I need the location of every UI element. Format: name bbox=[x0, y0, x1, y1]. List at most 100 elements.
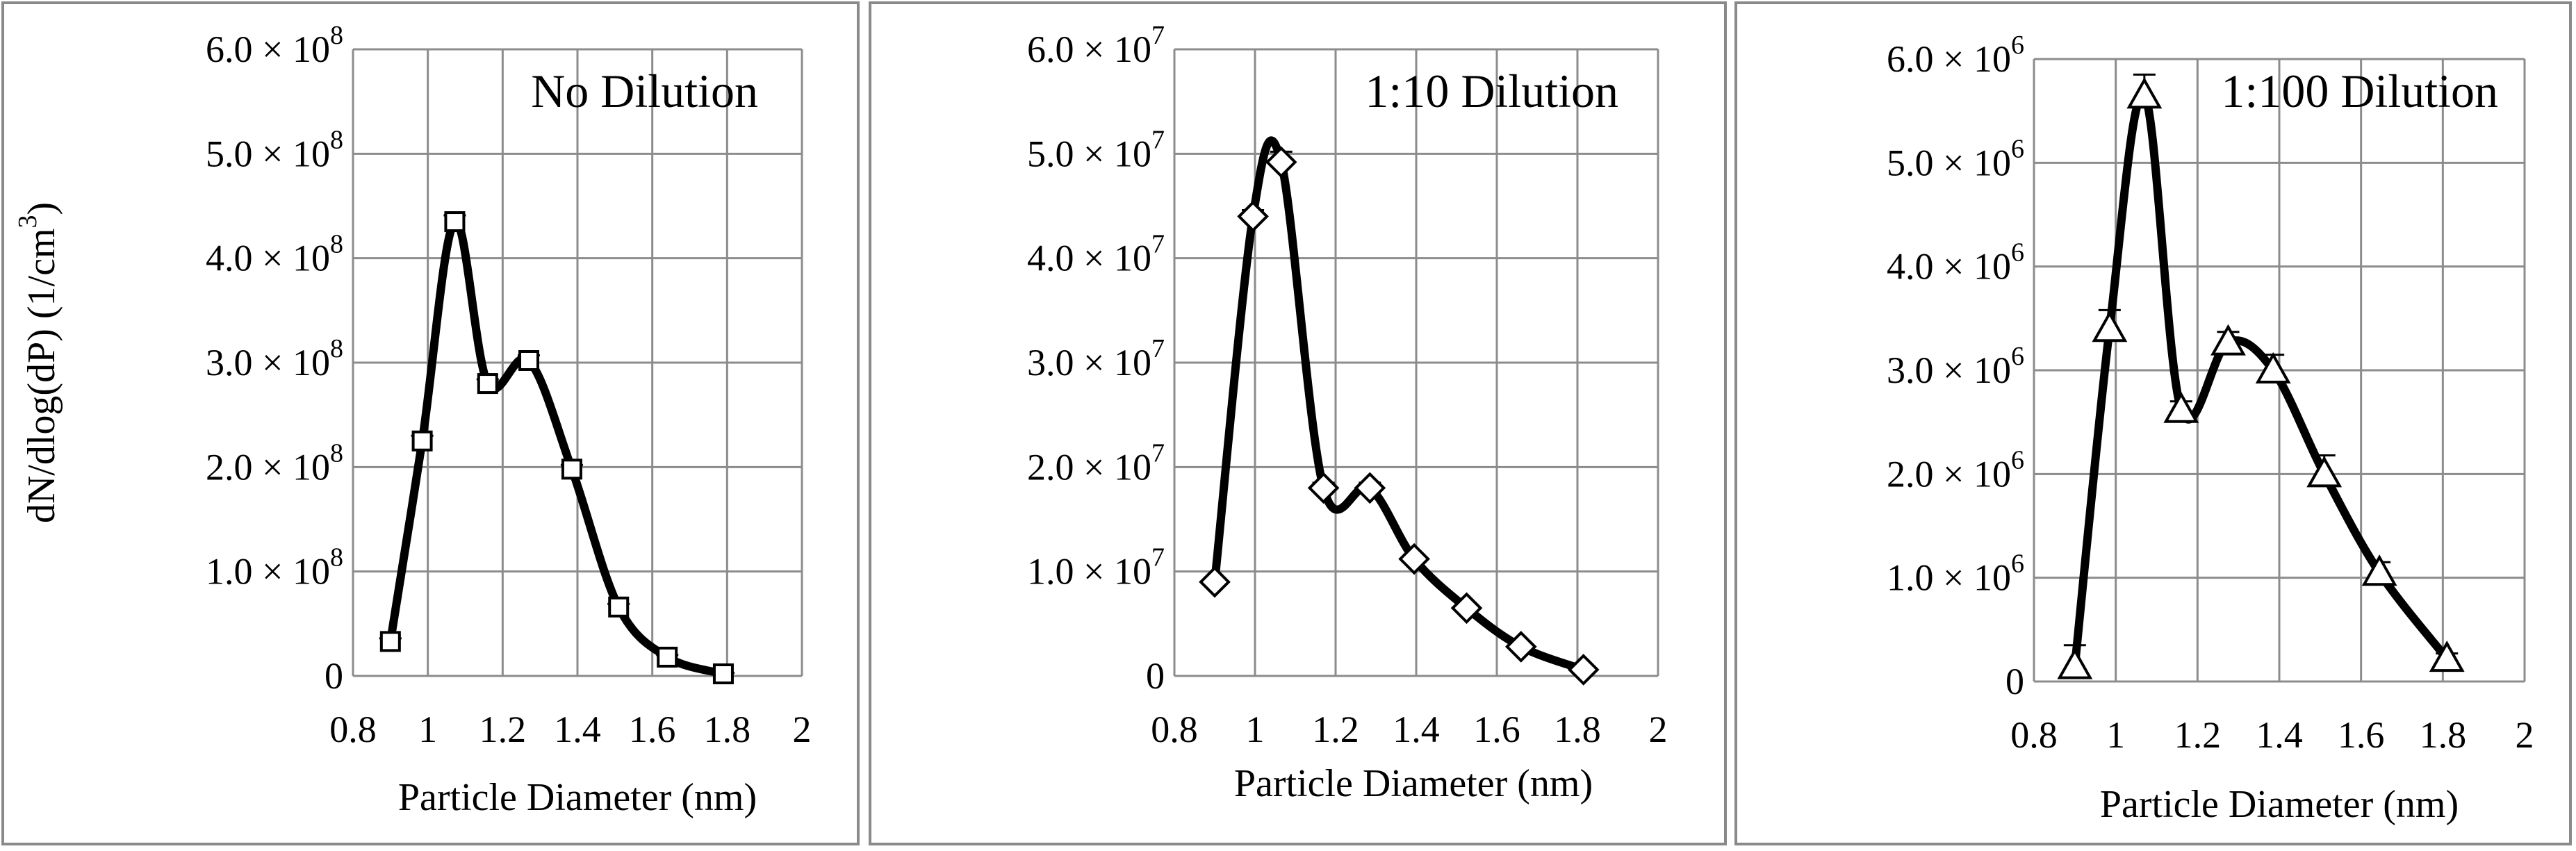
x-tick-label: 1.4 bbox=[554, 709, 601, 750]
y-tick-mantissa: 2.0 × 10 bbox=[1887, 453, 2011, 495]
data-point bbox=[712, 663, 734, 684]
y-tick-label: 3.0 × 107 bbox=[1027, 334, 1165, 383]
y-tick-exponent: 6 bbox=[2011, 134, 2024, 163]
x-tick-label: 0.8 bbox=[329, 709, 377, 750]
x-tick-label: 2 bbox=[793, 709, 812, 750]
data-point bbox=[1199, 565, 1231, 598]
y-tick-exponent: 8 bbox=[330, 21, 343, 50]
data-point bbox=[2092, 311, 2128, 342]
y-tick-mantissa: 3.0 × 10 bbox=[1887, 349, 2011, 391]
y-tick-mantissa: 5.0 × 10 bbox=[1027, 133, 1151, 174]
x-axis-label: Particle Diameter (nm) bbox=[2100, 783, 2459, 826]
y-tick-exponent: 8 bbox=[330, 334, 343, 363]
y-tick-exponent: 7 bbox=[1151, 230, 1165, 259]
x-tick-label: 1.8 bbox=[1554, 709, 1601, 750]
data-point bbox=[477, 373, 498, 395]
y-tick-label: 5.0 × 108 bbox=[206, 125, 343, 174]
data-point bbox=[2255, 352, 2291, 383]
x-tick-label: 1.2 bbox=[2174, 714, 2222, 756]
y-tick-exponent: 6 bbox=[2011, 31, 2024, 60]
y-tick-label: 0 bbox=[325, 655, 343, 697]
y-tick-label: 4.0 × 106 bbox=[1887, 238, 2024, 288]
data-point bbox=[561, 458, 582, 480]
y-tick-label: 6.0 × 107 bbox=[1027, 21, 1165, 70]
y-tick-exponent: 8 bbox=[330, 543, 343, 572]
y-tick-exponent: 7 bbox=[1151, 543, 1165, 572]
y-tick-exponent: 7 bbox=[1151, 334, 1165, 363]
x-tick-label: 2 bbox=[2516, 714, 2534, 756]
x-tick-label: 1 bbox=[418, 709, 437, 750]
y-tick-mantissa: 5.0 × 10 bbox=[1887, 142, 2011, 183]
y-tick-label: 4.0 × 107 bbox=[1027, 230, 1165, 279]
y-tick-mantissa: 0 bbox=[2005, 661, 2024, 702]
y-tick-label: 5.0 × 107 bbox=[1027, 125, 1165, 174]
y-tick-mantissa: 1.0 × 10 bbox=[206, 551, 330, 593]
y-tick-exponent: 6 bbox=[2011, 342, 2024, 371]
y-tick-mantissa: 4.0 × 10 bbox=[1027, 238, 1151, 279]
y-tick-label: 0 bbox=[2005, 661, 2024, 702]
y-axis-label-close: ) bbox=[20, 202, 63, 215]
y-tick-mantissa: 3.0 × 10 bbox=[1027, 342, 1151, 383]
data-point bbox=[657, 646, 678, 668]
y-tick-label: 6.0 × 108 bbox=[206, 21, 343, 70]
x-tick-label: 1.4 bbox=[1393, 709, 1440, 750]
y-tick-mantissa: 2.0 × 10 bbox=[206, 446, 330, 488]
y-tick-exponent: 6 bbox=[2011, 238, 2024, 267]
y-tick-mantissa: 0 bbox=[1146, 655, 1165, 697]
y-tick-exponent: 7 bbox=[1151, 438, 1165, 468]
x-tick-label: 1.6 bbox=[629, 709, 676, 750]
y-tick-mantissa: 6.0 × 10 bbox=[1027, 28, 1151, 70]
y-axis-label-text: dN/dlog(dP) (1/cm bbox=[20, 229, 63, 524]
y-tick-label: 1.0 × 106 bbox=[1887, 550, 2024, 599]
y-tick-mantissa: 4.0 × 10 bbox=[1887, 246, 2011, 288]
y-tick-mantissa: 4.0 × 10 bbox=[206, 238, 330, 279]
x-tick-label: 2 bbox=[1649, 709, 1668, 750]
data-point bbox=[411, 430, 433, 452]
data-point bbox=[2306, 456, 2343, 488]
x-tick-label: 1.8 bbox=[2420, 714, 2467, 756]
grid bbox=[352, 48, 803, 677]
data-point bbox=[1567, 654, 1600, 686]
y-tick-mantissa: 0 bbox=[325, 655, 343, 697]
y-tick-exponent: 6 bbox=[2011, 550, 2024, 579]
chart-panel-1-10-dilution: 0.8 1 1.2 1.4 1.6 1.8 2 0 1.0 × 107 2.0 × 107 3.0 … bbox=[869, 1, 1727, 845]
x-tick-label: 1.2 bbox=[1312, 709, 1359, 750]
data-point bbox=[2057, 647, 2093, 679]
data-point bbox=[379, 631, 401, 652]
y-tick-label: 2.0 × 107 bbox=[1027, 438, 1165, 488]
data-point bbox=[608, 596, 630, 618]
x-axis-label: Particle Diameter (nm) bbox=[398, 776, 757, 819]
y-tick-label: 0 bbox=[1146, 655, 1165, 697]
y-tick-mantissa: 5.0 × 10 bbox=[206, 133, 330, 174]
y-tick-exponent: 8 bbox=[330, 230, 343, 259]
y-tick-mantissa: 6.0 × 10 bbox=[1887, 38, 2011, 80]
y-tick-label: 2.0 × 108 bbox=[206, 438, 343, 488]
x-tick-label: 1 bbox=[2106, 714, 2125, 756]
y-axis-label-exponent: 3 bbox=[13, 215, 42, 229]
chart-title: 1:10 Dilution bbox=[1365, 65, 1618, 117]
x-tick-label: 1.4 bbox=[2256, 714, 2303, 756]
y-tick-label: 3.0 × 106 bbox=[1887, 342, 2024, 391]
y-tick-mantissa: 2.0 × 10 bbox=[1027, 446, 1151, 488]
data-point bbox=[1398, 543, 1430, 575]
chart-panel-no-dilution: 0.8 1 1.2 1.4 1.6 1.8 2 0 1.0 × 108 2.0 × 108 3.0 … bbox=[1, 1, 860, 845]
data-point bbox=[1307, 472, 1340, 504]
y-tick-label: 3.0 × 108 bbox=[206, 334, 343, 383]
data-point bbox=[1237, 200, 1269, 233]
data-point bbox=[2163, 391, 2199, 423]
series-line bbox=[1211, 136, 1588, 674]
data-point bbox=[2361, 554, 2397, 586]
y-tick-exponent: 7 bbox=[1151, 125, 1165, 154]
data-point bbox=[518, 349, 540, 371]
y-tick-label: 6.0 × 106 bbox=[1887, 31, 2024, 80]
y-tick-mantissa: 6.0 × 10 bbox=[206, 28, 330, 70]
y-tick-exponent: 8 bbox=[330, 438, 343, 468]
data-point bbox=[1504, 631, 1537, 663]
x-tick-label: 1.6 bbox=[1473, 709, 1520, 750]
data-point bbox=[1265, 146, 1297, 179]
x-tick-label: 1.6 bbox=[2338, 714, 2385, 756]
x-axis-label: Particle Diameter (nm) bbox=[1234, 762, 1593, 805]
y-tick-mantissa: 1.0 × 10 bbox=[1027, 551, 1151, 593]
grid bbox=[1173, 48, 1659, 677]
